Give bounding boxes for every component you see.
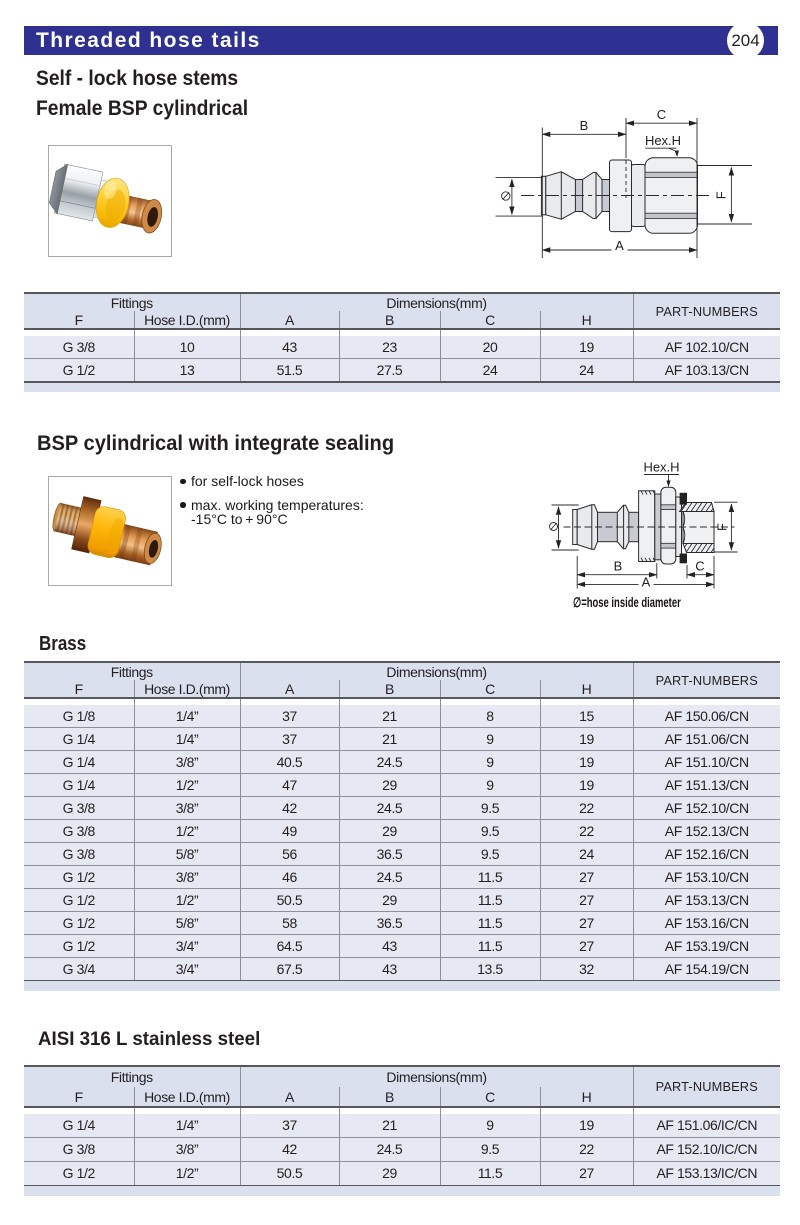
- svg-text:Hex.H: Hex.H: [643, 460, 679, 475]
- svg-text:C: C: [695, 559, 704, 574]
- svg-text:A: A: [642, 574, 651, 589]
- svg-text:B: B: [614, 559, 623, 574]
- svg-text:F: F: [714, 191, 729, 199]
- svg-text:B: B: [580, 118, 589, 133]
- svg-text:A: A: [615, 238, 624, 253]
- svg-text:Hex.H: Hex.H: [645, 133, 681, 148]
- svg-text:F: F: [715, 523, 730, 531]
- svg-text:C: C: [657, 107, 666, 122]
